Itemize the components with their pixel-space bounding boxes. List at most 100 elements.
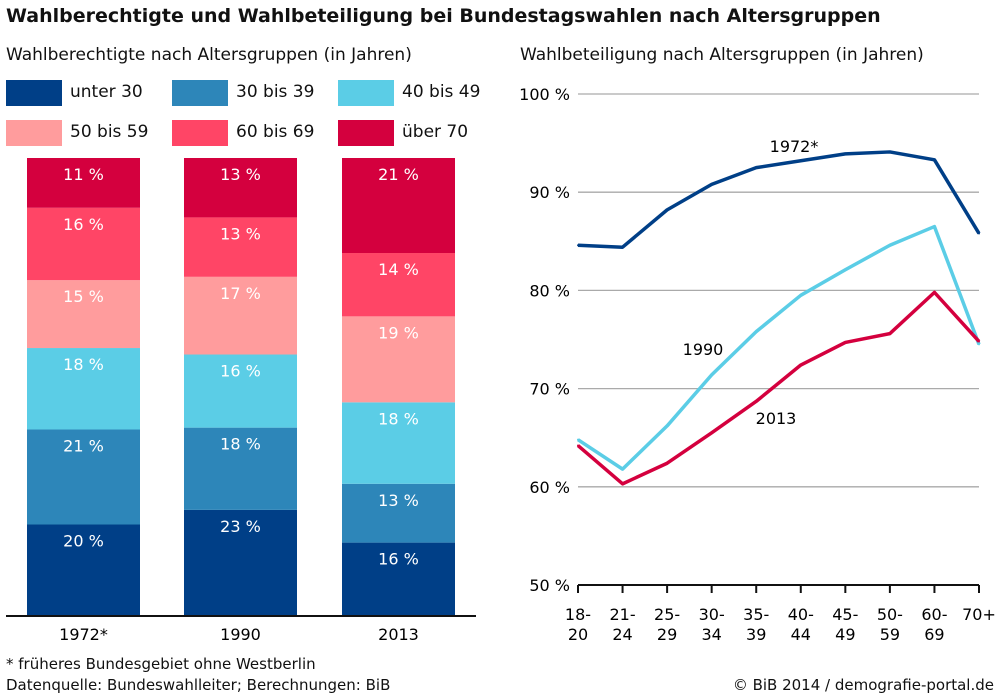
bar-value-label: 20 %	[63, 532, 104, 551]
bar-segment	[342, 316, 455, 403]
legend-label: über 70	[402, 122, 469, 142]
bar-value-label: 19 %	[378, 323, 419, 342]
bar-value-label: 21 %	[378, 165, 419, 184]
bar-segment	[27, 429, 140, 525]
y-tick-label: 80 %	[529, 281, 570, 300]
bar-value-label: 13 %	[378, 491, 419, 510]
y-tick-label: 60 %	[529, 478, 570, 497]
data-point	[888, 332, 891, 335]
y-tick-label: 70 %	[529, 380, 570, 399]
series-label: 1990	[683, 340, 724, 359]
data-point	[978, 232, 980, 235]
data-point	[755, 166, 758, 169]
x-tick-label: 1972*	[59, 625, 108, 644]
bar-value-label: 13 %	[220, 224, 261, 243]
series-line-2013	[576, 290, 981, 486]
credit: © BiB 2014 / demografie-portal.de	[732, 676, 994, 694]
x-tick-label: 69	[924, 625, 944, 644]
legend-label: 60 bis 69	[236, 122, 315, 142]
legend-label: 40 bis 49	[402, 82, 481, 102]
bar-segment	[184, 158, 297, 218]
data-point	[666, 208, 669, 211]
bar-segment	[27, 207, 140, 281]
bar-value-label: 18 %	[220, 435, 261, 454]
x-tick-label: 29	[657, 625, 677, 644]
legend-label: 30 bis 39	[236, 82, 315, 102]
data-point	[710, 431, 713, 434]
x-tick-label: 24	[612, 625, 632, 644]
data-point	[577, 244, 579, 247]
bar-value-label: 15 %	[63, 287, 104, 306]
bar-value-label: 21 %	[63, 436, 104, 455]
x-tick-label: 25-	[654, 605, 680, 624]
bar-segment	[342, 253, 455, 317]
legend-swatch	[338, 120, 394, 146]
legend-label: 50 bis 59	[70, 122, 149, 142]
bar-value-label: 11 %	[63, 165, 104, 184]
x-tick-label: 34	[701, 625, 721, 644]
bar-segment	[184, 354, 297, 428]
x-tick-label: 60-	[921, 605, 947, 624]
y-tick-label: 90 %	[529, 183, 570, 202]
data-point	[844, 341, 847, 344]
bar-chart-title: Wahlberechtigte nach Altersgruppen (in J…	[6, 45, 412, 65]
x-tick-label: 49	[835, 625, 855, 644]
y-tick-label: 100 %	[519, 85, 570, 104]
bar-value-label: 17 %	[220, 284, 261, 303]
legend-swatch	[6, 120, 62, 146]
data-point	[978, 340, 980, 343]
line-chart-title: Wahlbeteiligung nach Altersgruppen (in J…	[520, 45, 924, 65]
data-point	[978, 343, 980, 346]
x-tick-label: 21-	[609, 605, 635, 624]
bar-value-label: 13 %	[220, 165, 261, 184]
bar-segment	[184, 509, 297, 615]
bar-segment	[27, 524, 140, 615]
data-point	[844, 152, 847, 155]
data-point	[755, 330, 758, 333]
data-point	[621, 468, 624, 471]
data-point	[621, 246, 624, 249]
x-tick-label: 50-	[877, 605, 903, 624]
series-line-1972	[577, 150, 981, 249]
x-tick-label: 1990	[220, 625, 261, 644]
chart-title: Wahlberechtigte und Wahlbeteiligung bei …	[6, 5, 881, 27]
data-point	[666, 462, 669, 465]
x-tick-label: 30-	[699, 605, 725, 624]
legend-label: unter 30	[70, 82, 143, 102]
bar-segment	[184, 217, 297, 277]
x-tick-label: 45-	[832, 605, 858, 624]
data-point	[888, 150, 891, 153]
bar-value-label: 14 %	[378, 260, 419, 279]
legend-swatch	[172, 80, 228, 106]
x-tick-label: 35-	[743, 605, 769, 624]
bar-segment	[342, 402, 455, 484]
data-point	[933, 225, 936, 228]
x-tick-label: 44	[791, 625, 811, 644]
series-line-1990	[577, 224, 981, 471]
data-point	[577, 438, 579, 441]
bar-segment	[342, 158, 455, 254]
legend-swatch	[172, 120, 228, 146]
x-tick-label: 18-	[565, 605, 591, 624]
data-point	[799, 294, 802, 297]
bar-segment	[184, 276, 297, 355]
y-tick-label: 50 %	[529, 576, 570, 595]
source: Datenquelle: Bundeswahlleiter; Berechnun…	[6, 676, 391, 694]
data-point	[799, 159, 802, 162]
bar-segment	[342, 542, 455, 615]
bar-value-label: 16 %	[220, 362, 261, 381]
bar-segment	[27, 158, 140, 208]
bar-value-label: 18 %	[378, 409, 419, 428]
x-tick-label: 70+	[962, 605, 996, 624]
bar-segment	[27, 348, 140, 430]
data-point	[577, 444, 579, 447]
legend-swatch	[6, 80, 62, 106]
data-point	[933, 158, 936, 161]
x-tick-label: 40-	[788, 605, 814, 624]
data-point	[755, 400, 758, 403]
x-tick-label: 59	[880, 625, 900, 644]
bar-segment	[184, 427, 297, 510]
data-point	[710, 183, 713, 186]
data-point	[888, 244, 891, 247]
